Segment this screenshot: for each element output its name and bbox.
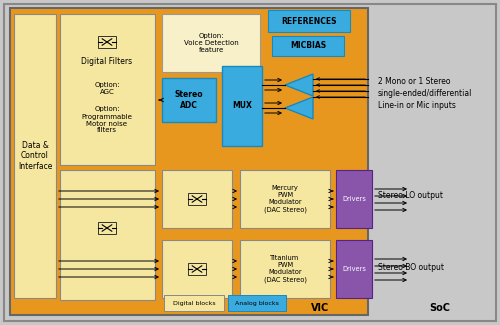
Text: Titanium
PWM
Modulator
(DAC Stereo): Titanium PWM Modulator (DAC Stereo)	[264, 255, 306, 283]
Text: Option:
Voice Detection
feature: Option: Voice Detection feature	[184, 33, 238, 53]
Bar	[98, 36, 116, 47]
Polygon shape	[285, 74, 313, 96]
Bar	[240, 170, 330, 228]
Bar	[336, 170, 372, 228]
Bar	[98, 222, 116, 234]
Text: MUX: MUX	[232, 101, 252, 111]
Bar	[188, 193, 206, 205]
Bar	[162, 14, 260, 72]
Text: Digital blocks: Digital blocks	[172, 301, 216, 305]
Text: single-ended/differential: single-ended/differential	[378, 89, 472, 98]
Text: Data &
Control
Interface: Data & Control Interface	[18, 141, 52, 171]
Text: Line-in or Mic inputs: Line-in or Mic inputs	[378, 101, 456, 111]
Bar	[268, 10, 350, 32]
Text: Stereo
ADC: Stereo ADC	[174, 90, 204, 110]
Text: REFERENCES: REFERENCES	[281, 17, 337, 25]
Bar	[222, 66, 262, 146]
Bar	[240, 240, 330, 298]
Text: VIC: VIC	[311, 303, 329, 313]
Text: 2 Mono or 1 Stereo: 2 Mono or 1 Stereo	[378, 77, 450, 86]
Bar	[188, 263, 206, 275]
Bar	[10, 8, 368, 315]
Bar	[60, 170, 155, 300]
Bar	[336, 240, 372, 298]
Text: Drivers: Drivers	[342, 196, 366, 202]
Bar	[162, 78, 216, 122]
Text: Option:
Programmable
Motor noise
filters: Option: Programmable Motor noise filters	[82, 107, 132, 134]
Text: Option:
AGC: Option: AGC	[94, 82, 120, 95]
Text: Stereo LO output: Stereo LO output	[378, 191, 443, 201]
Polygon shape	[285, 97, 313, 119]
Bar	[14, 14, 56, 298]
Bar	[164, 295, 224, 311]
Bar	[162, 170, 232, 228]
Bar	[162, 240, 232, 298]
Text: Analog blocks: Analog blocks	[235, 301, 279, 305]
Text: Stereo BO output: Stereo BO output	[378, 264, 444, 272]
Bar	[228, 295, 286, 311]
Text: MICBIAS: MICBIAS	[290, 42, 326, 50]
Bar	[272, 36, 344, 56]
Text: Drivers: Drivers	[342, 266, 366, 272]
Text: Digital Filters: Digital Filters	[82, 57, 132, 66]
Text: Mercury
PWM
Modulator
(DAC Stereo): Mercury PWM Modulator (DAC Stereo)	[264, 185, 306, 213]
Text: SoC: SoC	[430, 303, 450, 313]
Bar	[60, 14, 155, 165]
